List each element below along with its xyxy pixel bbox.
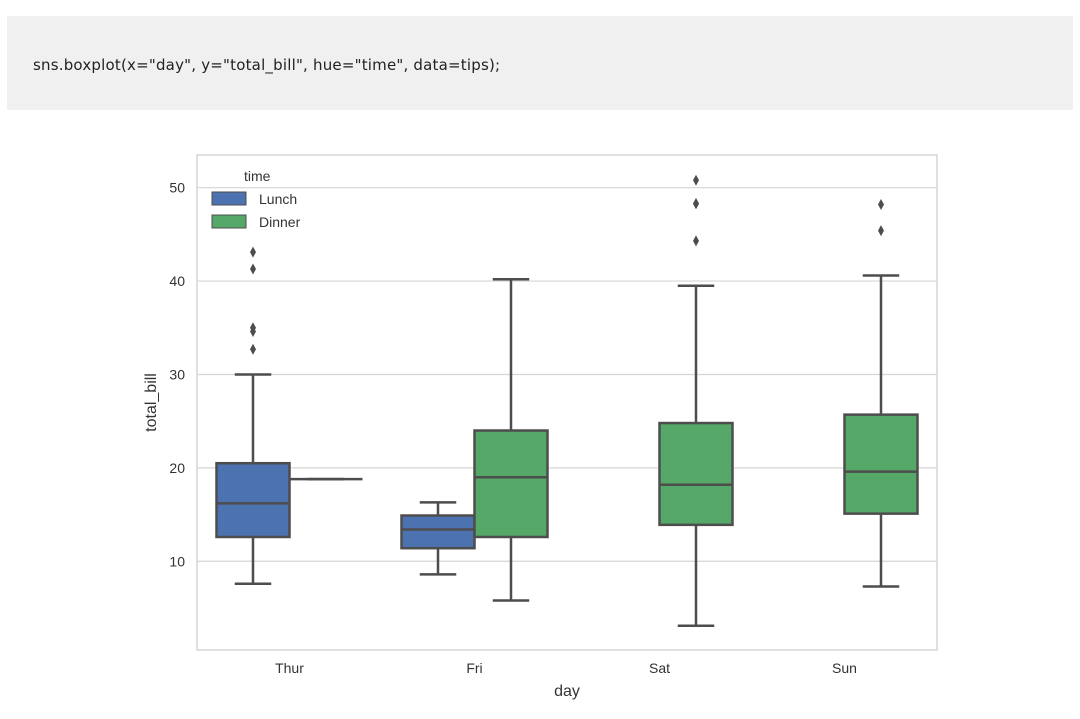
plot-area (196, 154, 938, 651)
outlier-point (250, 246, 256, 258)
outlier-point (693, 235, 699, 247)
y-tick-label: 30 (169, 366, 185, 382)
outlier-point (250, 343, 256, 355)
outlier-point (250, 322, 256, 334)
legend-swatch-dinner (211, 214, 247, 229)
legend-title: time (244, 168, 271, 184)
x-tick-label: Sat (649, 660, 670, 676)
outlier-point (693, 174, 699, 186)
outlier-point (250, 263, 256, 275)
y-tick-label: 20 (169, 460, 185, 476)
y-axis-label: total_bill (143, 373, 160, 432)
x-axis-label: day (554, 683, 580, 700)
x-tick-label: Thur (275, 660, 304, 676)
outlier-point (878, 199, 884, 210)
legend-swatch-lunch (211, 191, 247, 206)
box-dinner-sun (843, 413, 919, 515)
outlier-point (693, 198, 699, 210)
box-dinner-sat (658, 421, 734, 527)
legend-label-lunch: Lunch (259, 191, 297, 207)
box-dinner-fri (473, 429, 549, 539)
box-lunch-thur (215, 461, 291, 539)
x-tick-label: Fri (466, 660, 482, 676)
outlier-point (878, 225, 884, 237)
y-tick-label: 40 (169, 273, 185, 289)
y-tick-label: 50 (169, 180, 185, 196)
x-tick-label: Sun (832, 660, 857, 676)
code-text: sns.boxplot(x="day", y="total_bill", hue… (33, 56, 501, 74)
y-tick-label: 10 (169, 553, 185, 569)
box-lunch-fri (400, 514, 476, 550)
legend-label-dinner: Dinner (259, 214, 301, 230)
code-cell[interactable]: sns.boxplot(x="day", y="total_bill", hue… (7, 16, 1073, 110)
